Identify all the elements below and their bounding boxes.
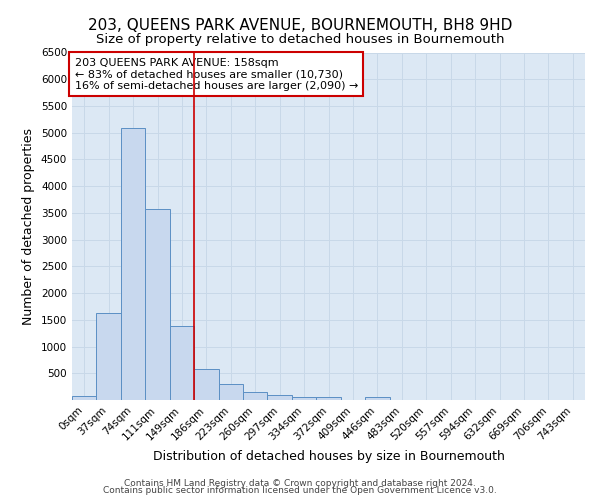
Text: Contains HM Land Registry data © Crown copyright and database right 2024.: Contains HM Land Registry data © Crown c… bbox=[124, 478, 476, 488]
Text: Size of property relative to detached houses in Bournemouth: Size of property relative to detached ho… bbox=[96, 32, 504, 46]
Bar bbox=[145, 208, 170, 400]
Bar bbox=[243, 392, 268, 400]
Bar bbox=[292, 397, 316, 400]
Bar bbox=[194, 369, 218, 400]
Bar bbox=[121, 128, 145, 400]
Y-axis label: Number of detached properties: Number of detached properties bbox=[22, 128, 35, 325]
Bar bbox=[316, 397, 341, 400]
Bar bbox=[365, 397, 389, 400]
X-axis label: Distribution of detached houses by size in Bournemouth: Distribution of detached houses by size … bbox=[152, 450, 505, 463]
Text: 203, QUEENS PARK AVENUE, BOURNEMOUTH, BH8 9HD: 203, QUEENS PARK AVENUE, BOURNEMOUTH, BH… bbox=[88, 18, 512, 32]
Bar bbox=[72, 396, 97, 400]
Bar bbox=[218, 384, 243, 400]
Bar bbox=[268, 395, 292, 400]
Bar bbox=[97, 313, 121, 400]
Bar bbox=[170, 326, 194, 400]
Text: Contains public sector information licensed under the Open Government Licence v3: Contains public sector information licen… bbox=[103, 486, 497, 495]
Text: 203 QUEENS PARK AVENUE: 158sqm
← 83% of detached houses are smaller (10,730)
16%: 203 QUEENS PARK AVENUE: 158sqm ← 83% of … bbox=[74, 58, 358, 91]
